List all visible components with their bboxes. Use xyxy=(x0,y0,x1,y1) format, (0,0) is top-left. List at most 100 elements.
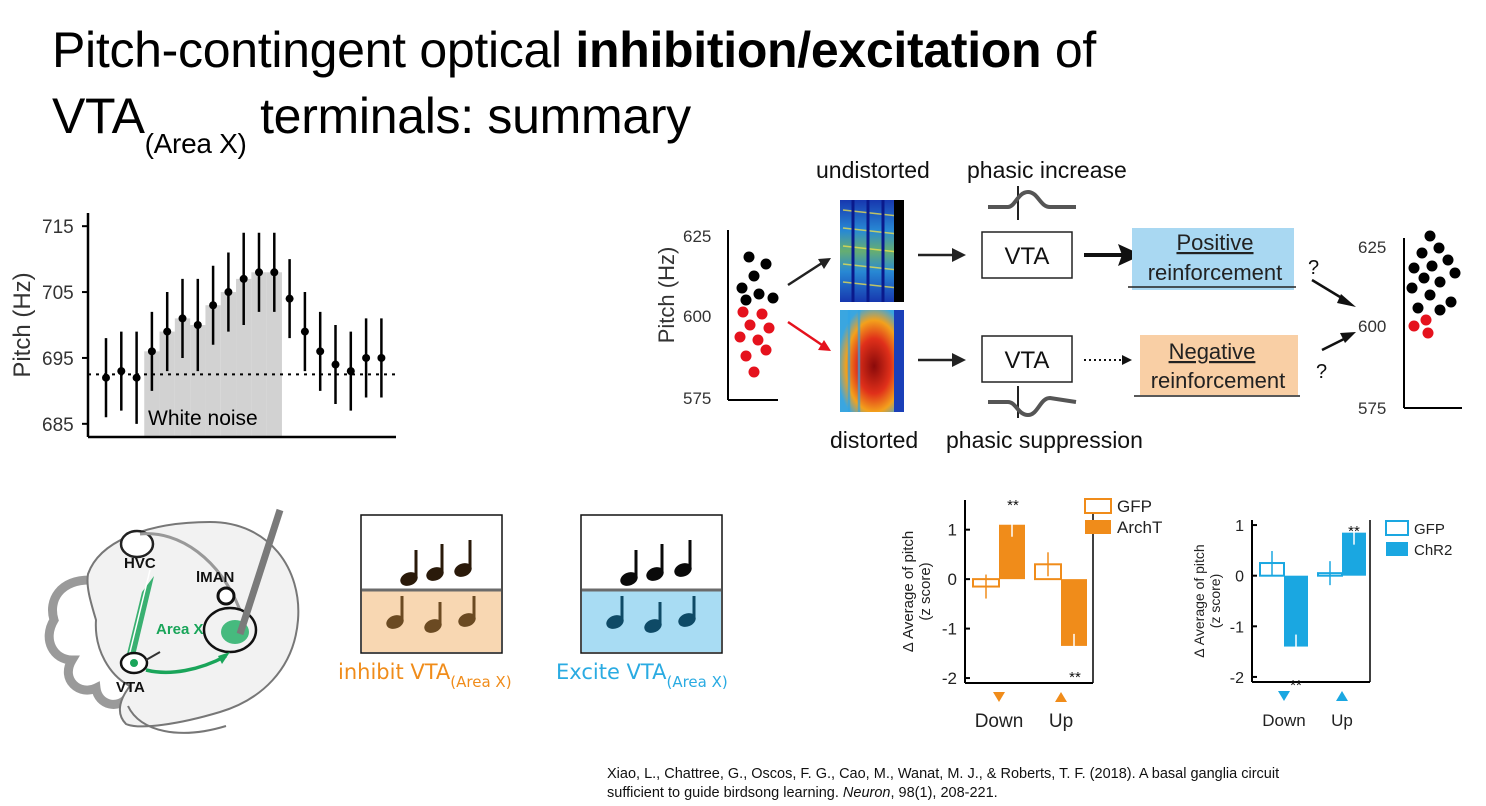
lman-label: lMAN xyxy=(196,569,234,586)
phasic-suppression-trace xyxy=(988,386,1077,418)
phasic-increase-trace xyxy=(988,186,1076,220)
down-arrow-marker xyxy=(1278,691,1290,701)
legend-swatch-chr2 xyxy=(1386,542,1408,556)
citation: Xiao, L., Chattree, G., Oscos, F. G., Ca… xyxy=(607,765,1279,803)
vta-to-areax-projection xyxy=(145,654,227,675)
legend-swatch-gfp xyxy=(1084,498,1112,514)
negative-label-2: reinforcement xyxy=(1151,368,1286,393)
significance-mark: ** xyxy=(1007,497,1019,514)
data-point xyxy=(224,288,233,297)
citation-journal: Neuron xyxy=(842,785,891,801)
data-point xyxy=(193,321,202,329)
citation-line1: Xiao, L., Chattree, G., Oscos, F. G., Ca… xyxy=(607,766,1280,782)
vta-label: VTA xyxy=(116,679,145,696)
area-x-label: Area X xyxy=(156,621,204,638)
y-tick-label: -2 xyxy=(1230,670,1244,687)
shaded-step xyxy=(205,305,221,437)
data-point xyxy=(178,314,187,323)
up-arrow-marker xyxy=(1055,692,1067,702)
y-axis-label-unit: (z score) xyxy=(917,562,934,620)
citation-line2: sufficient to guide birdsong learning. N… xyxy=(607,785,998,801)
y-tick-label: -1 xyxy=(942,620,957,639)
legend-label-gfp: GFP xyxy=(1117,497,1152,516)
significance-mark: ** xyxy=(1290,677,1302,694)
legend-label-gfp: GFP xyxy=(1414,521,1445,538)
left-tick-575: 575 xyxy=(683,389,711,408)
title-text-tail: terminals: summary xyxy=(246,88,691,144)
reinforcement-schematic: Pitch (Hz) 625 600 575 undistorted disto… xyxy=(654,157,1462,453)
excite-label: Excite VTA(Area X) xyxy=(556,660,728,691)
data-point xyxy=(102,373,110,382)
y-axis-label: Pitch (Hz) xyxy=(9,272,36,377)
x-tick-label: Up xyxy=(1049,711,1073,732)
significance-mark: ** xyxy=(1069,669,1081,686)
hvc-region xyxy=(119,529,155,559)
data-point xyxy=(270,268,279,277)
title-bold-text: inhibition/excitation xyxy=(575,22,1042,78)
x-tick-label: Up xyxy=(1331,711,1353,730)
songbird-brain-diagram: HVC lMAN Area X VTA xyxy=(44,508,300,734)
brain-outline xyxy=(86,520,300,728)
vta-box-bottom xyxy=(981,335,1073,383)
archt-bar-chart: Δ Average of pitch (z score) 1 0 -1 -2 Down Up *… xyxy=(900,497,1162,732)
x-tick-label: Down xyxy=(975,711,1024,732)
data-point xyxy=(285,294,294,303)
slide-title-line1: Pitch-contingent optical inhibition/exci… xyxy=(52,22,1096,78)
phasic-suppression-label: phasic suppression xyxy=(946,427,1143,453)
left-pitch-dots xyxy=(734,251,779,378)
y-tick-label: 0 xyxy=(1235,569,1244,586)
optic-fiber xyxy=(236,508,284,636)
data-point xyxy=(346,367,355,376)
data-point xyxy=(132,373,141,382)
y-tick-label: -2 xyxy=(942,669,957,688)
legend-swatch-gfp xyxy=(1385,520,1409,536)
white-noise-pitch-chart: 715 705 695 685 White noise Pitch (Hz) xyxy=(9,213,396,439)
y-tick-label: 1 xyxy=(948,521,957,540)
data-point xyxy=(300,327,309,336)
y-tick-label: 715 xyxy=(42,217,74,238)
undistorted-label: undistorted xyxy=(816,157,930,183)
positive-reinforcement-box xyxy=(1132,228,1294,290)
lman-region xyxy=(216,586,236,606)
shaded-step xyxy=(190,325,206,437)
inhibit-label: inhibit VTA(Area X) xyxy=(338,660,512,691)
data-point xyxy=(255,268,263,277)
y-axis-label: Δ Average of pitch xyxy=(900,531,917,653)
title-text-end: of xyxy=(1041,22,1096,78)
right-tick-575: 575 xyxy=(1358,399,1386,418)
shaded-step xyxy=(266,272,282,437)
distorted-spectrogram xyxy=(840,310,904,412)
x-tick-label: Down xyxy=(1262,711,1305,730)
arrow-to-undistorted xyxy=(787,261,823,287)
y-tick-label: -1 xyxy=(1230,619,1244,636)
vta-box-top xyxy=(981,231,1073,279)
shaded-step xyxy=(220,292,237,437)
cerebellum xyxy=(44,575,133,709)
y-axis-label: Δ Average of pitch xyxy=(1191,544,1207,657)
down-arrow-marker xyxy=(993,692,1005,702)
data-point xyxy=(209,301,218,310)
negative-reinforcement-box xyxy=(1140,335,1298,395)
data-point xyxy=(163,327,172,336)
left-tick-600: 600 xyxy=(683,307,711,326)
inhibit-notes-box xyxy=(360,514,503,654)
hvc-label: HVC xyxy=(124,555,156,572)
positive-label-1: Positive xyxy=(1176,230,1253,255)
excite-music-notes xyxy=(606,540,696,633)
arrow-to-distorted xyxy=(787,320,823,347)
data-point xyxy=(316,347,325,356)
data-point xyxy=(377,353,386,362)
question-mark-top: ? xyxy=(1308,257,1319,279)
shaded-step xyxy=(159,331,175,437)
legend-swatch-archt xyxy=(1085,520,1111,534)
y-tick-label: 685 xyxy=(42,415,74,436)
title-subscript: (Area X) xyxy=(144,128,247,159)
right-pitch-dots xyxy=(1406,230,1461,339)
white-noise-label: White noise xyxy=(148,407,258,430)
phasic-increase-label: phasic increase xyxy=(967,157,1127,183)
data-point xyxy=(331,360,340,369)
y-tick-label: 1 xyxy=(1235,518,1244,535)
vta-label-bottom: VTA xyxy=(1005,347,1050,374)
chr2-bar-chart: Δ Average of pitch (z score) 1 0 -1 -2 Down Up *… xyxy=(1191,518,1452,730)
right-tick-600: 600 xyxy=(1358,317,1386,336)
